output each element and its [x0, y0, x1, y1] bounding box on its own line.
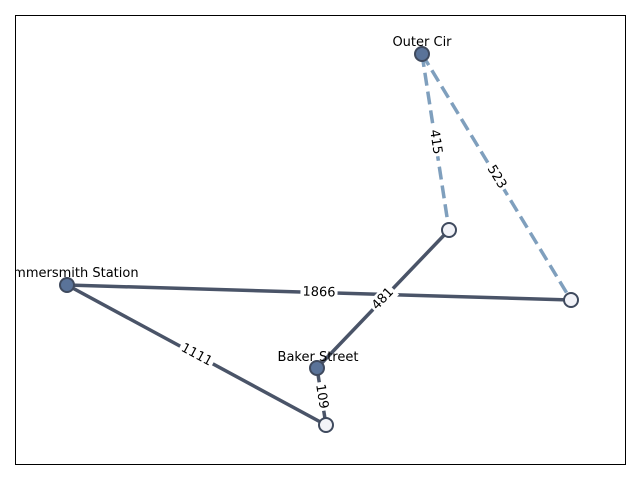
node-labels-layer: Outer Cir Hammersmith Station Baker Street [0, 35, 452, 365]
node-n_right_mid[interactable] [441, 222, 457, 238]
node-label-hammersmith: Hammersmith Station [0, 266, 139, 281]
plot-frame [15, 15, 626, 465]
node-hammersmith[interactable] [59, 277, 75, 293]
edge-label-group: 109 [310, 380, 333, 413]
edge-label-group: 523 [481, 160, 512, 194]
edge-weight-label: 1866 [302, 285, 336, 301]
edge-weight-label: 109 [312, 383, 331, 410]
edge-label-background [424, 126, 447, 158]
edge-label-background [300, 283, 338, 302]
edge-weight-label: 415 [426, 129, 445, 156]
nodes-layer [59, 46, 579, 433]
node-n_bottom[interactable] [318, 417, 334, 433]
edge-label-group: 1866 [300, 283, 338, 302]
node-n_far_right[interactable] [563, 292, 579, 308]
edge-outer_cir-n_right_mid [420, 53, 451, 231]
edge-label-background [481, 160, 512, 194]
node-label-baker_street: Baker Street [278, 350, 359, 365]
edge-label-group: 1111 [176, 338, 217, 372]
node-baker_street[interactable] [309, 360, 325, 376]
edge-weight-label: 1111 [178, 341, 214, 370]
edge-label-background [366, 282, 400, 316]
edge-label-background [310, 380, 333, 413]
node-label-outer_cir: Outer Cir [392, 35, 452, 50]
edge-label-group: 415 [424, 126, 447, 158]
node-outer_cir[interactable] [414, 46, 430, 62]
edge-label-background [176, 338, 217, 372]
